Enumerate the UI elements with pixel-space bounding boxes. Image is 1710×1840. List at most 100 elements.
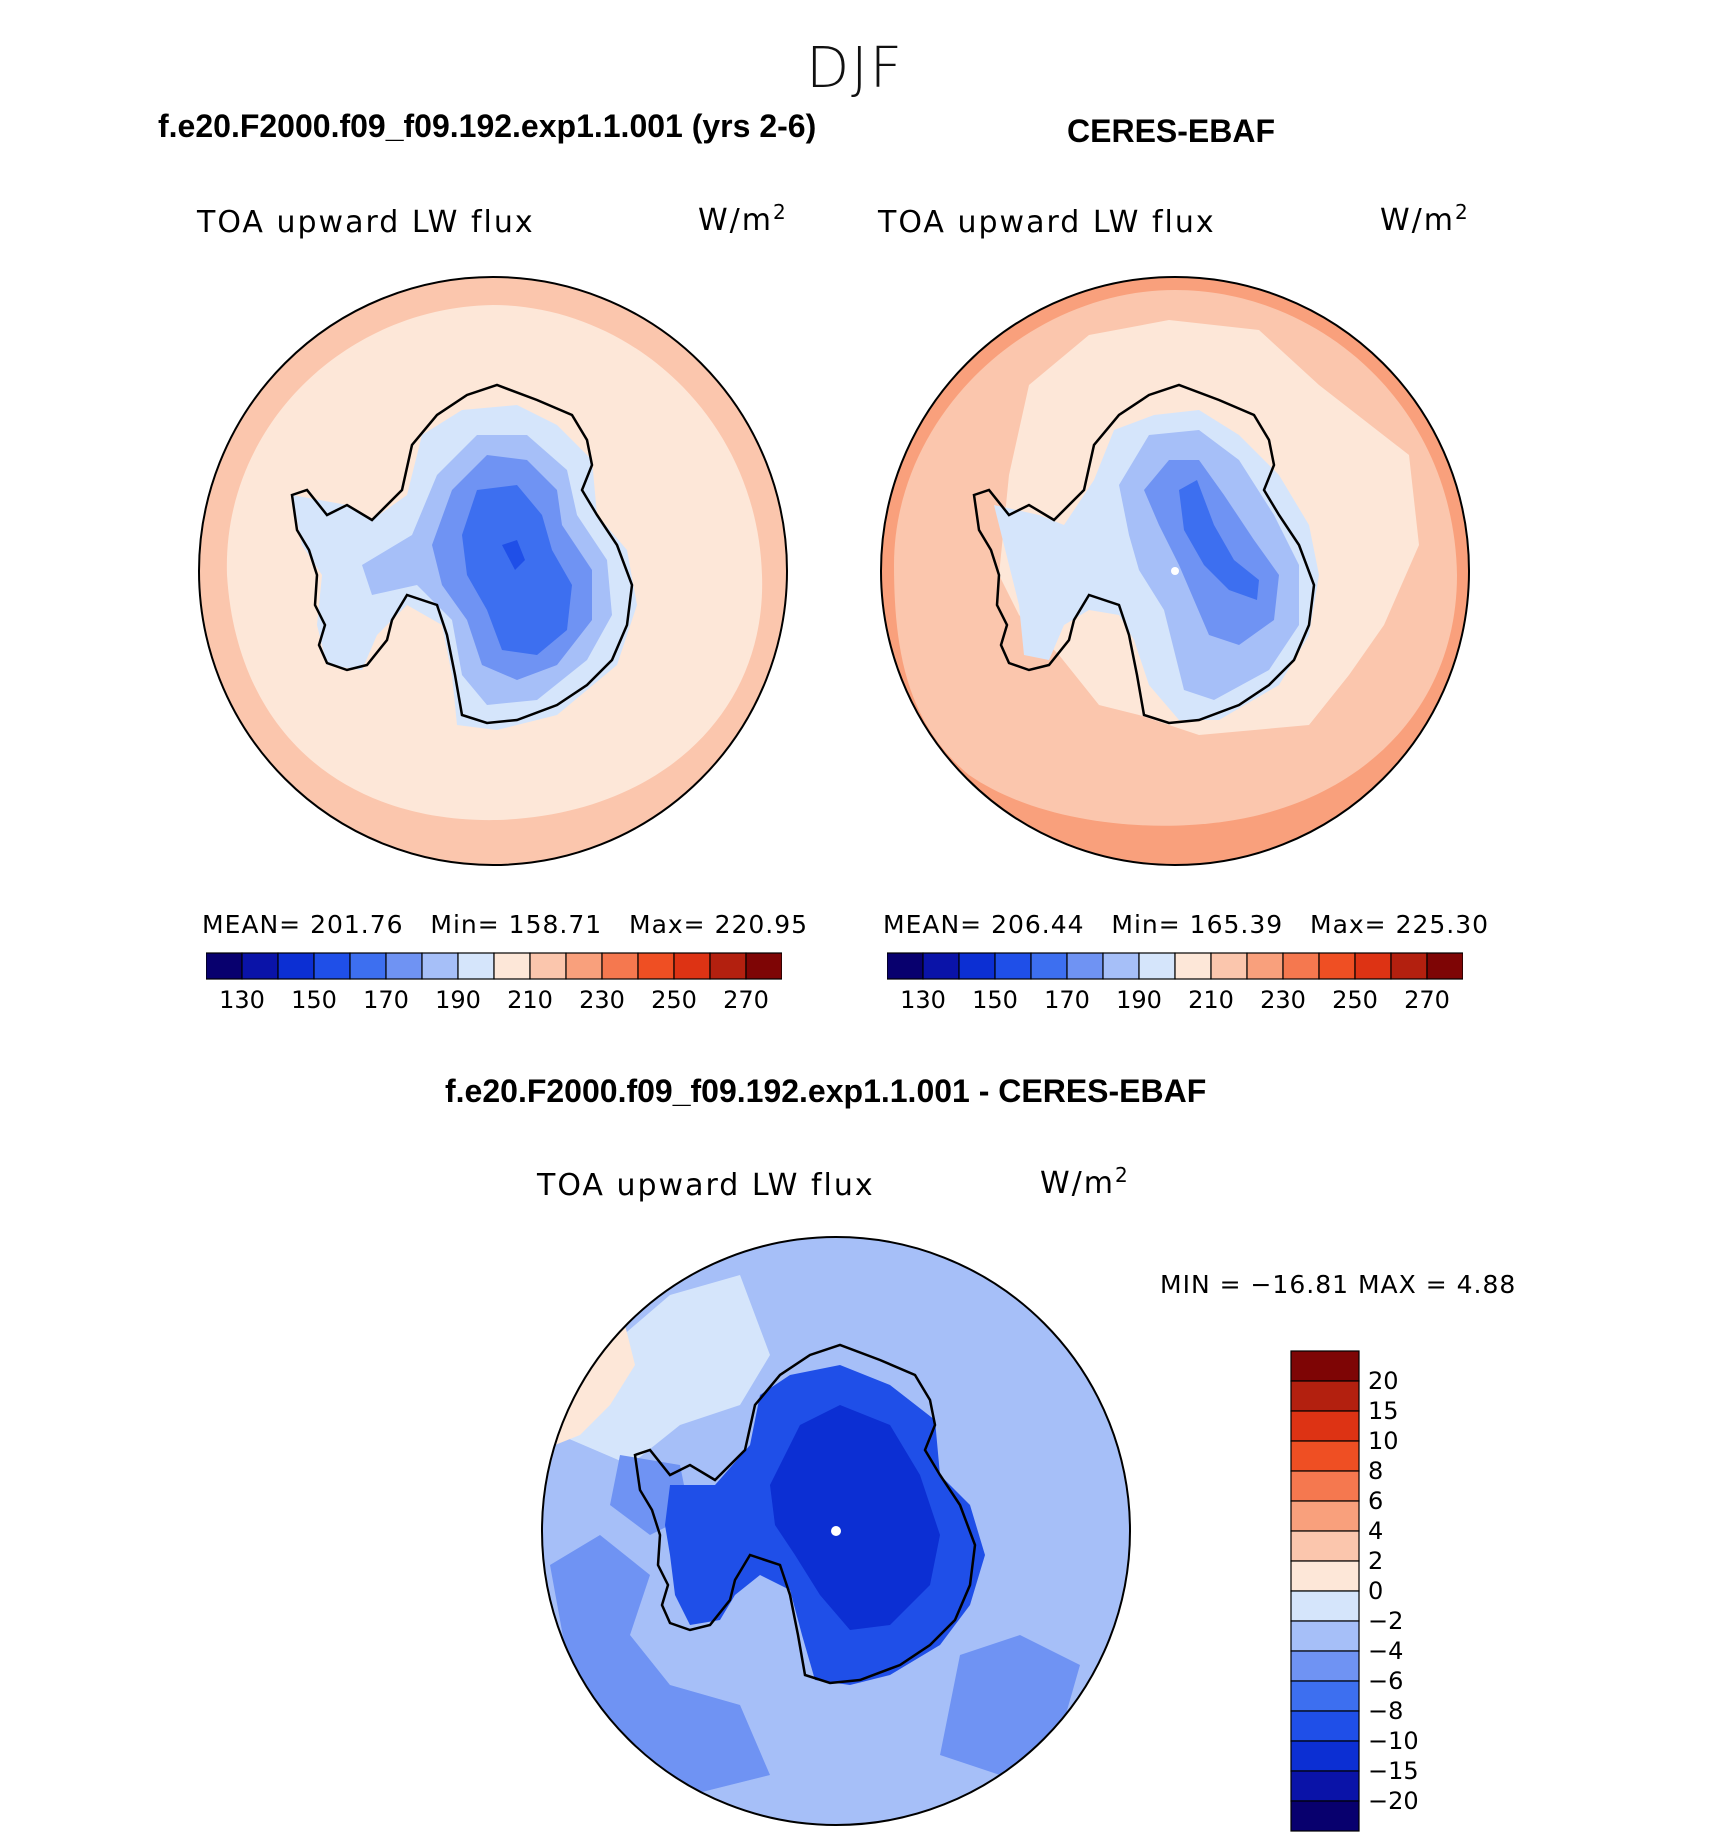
colorbar-1-box-6 [421, 952, 459, 980]
colorbar-1-box-10 [565, 952, 603, 980]
colorbar-3-box-7 [1290, 1560, 1360, 1592]
colorbar-3-box-6 [1290, 1530, 1360, 1562]
colorbar-2-tick-0: 130 [900, 986, 946, 1014]
season-title: DJF [806, 36, 904, 101]
colorbar-3-tick-9: −4 [1368, 1637, 1403, 1665]
colorbar-2-tick-5: 230 [1260, 986, 1306, 1014]
colorbar-2-box-6 [1102, 952, 1140, 980]
panel-3-contour-ice-core [770, 1405, 940, 1630]
colorbar-2-box-3 [994, 952, 1032, 980]
panel-1-units: W/m2 [698, 200, 788, 238]
colorbar-3-tick-10: −6 [1368, 1667, 1403, 1695]
colorbar-3-box-4 [1290, 1470, 1360, 1502]
panel-1-map-border [198, 276, 788, 866]
colorbar-1-box-1 [241, 952, 279, 980]
panel-2-map-border [880, 276, 1470, 866]
colorbar-3-tick-13: −15 [1368, 1757, 1419, 1785]
panel-3-contour-pale-nw [560, 1275, 770, 1465]
colorbar-3-tick-14: −20 [1368, 1787, 1419, 1815]
panel-3-contour-warm-nw [555, 1325, 635, 1445]
panel-3-field [542, 1237, 1130, 1825]
colorbar-3-tick-1: 15 [1368, 1397, 1399, 1425]
colorbar-2-box-0 [887, 952, 924, 980]
colorbar-2-tick-1: 150 [972, 986, 1018, 1014]
colorbar-1-tick-5: 230 [579, 986, 625, 1014]
panel-2-stats: MEAN= 206.44 Min= 165.39 Max= 225.30 [883, 910, 1490, 939]
colorbar-2-box-8 [1174, 952, 1212, 980]
colorbar-2-tick-7: 270 [1404, 986, 1450, 1014]
colorbar-3-tick-8: −2 [1368, 1607, 1403, 1635]
colorbar-2-box-15 [1426, 952, 1463, 980]
panel-3-antarctica-coastline [633, 1343, 977, 1685]
panel-2-pole-marker [1171, 567, 1179, 575]
colorbar-1-box-13 [673, 952, 711, 980]
colorbar-3-tick-4: 6 [1368, 1487, 1383, 1515]
panel-2-map [880, 276, 1470, 866]
colorbar-2-box-7 [1138, 952, 1176, 980]
colorbar-1-box-14 [709, 952, 747, 980]
colorbar-1-box-0 [206, 952, 243, 980]
panel-1-contour-min [502, 540, 525, 570]
colorbar-3-box-0 [1290, 1350, 1360, 1382]
panel-1-map [198, 276, 788, 866]
colorbar-2-box-12 [1318, 952, 1356, 980]
colorbar-1-box-3 [313, 952, 351, 980]
colorbar-2-tick-2: 170 [1044, 986, 1090, 1014]
colorbar-3-box-8 [1290, 1590, 1360, 1622]
panel-1-contour-l3 [462, 485, 572, 655]
colorbar-2-box-1 [922, 952, 960, 980]
colorbar-3-tick-7: 0 [1368, 1577, 1383, 1605]
colorbar-3-box-13 [1290, 1740, 1360, 1772]
panel-2-antarctica-coastline [972, 383, 1316, 725]
panel-3-contour-dark-sw [550, 1535, 770, 1795]
panel-1-stats: MEAN= 201.76 Min= 158.71 Max= 220.95 [202, 910, 809, 939]
colorbar-2-box-11 [1282, 952, 1320, 980]
colorbar-1-tick-4: 210 [507, 986, 553, 1014]
colorbar-1-box-5 [385, 952, 423, 980]
panel-1-title: f.e20.F2000.f09_f09.192.exp1.1.001 (yrs … [158, 108, 817, 144]
colorbar-2-box-5 [1066, 952, 1104, 980]
colorbar-1-tick-0: 130 [219, 986, 265, 1014]
colorbar-1-tick-1: 150 [291, 986, 337, 1014]
colorbar-3-box-5 [1290, 1500, 1360, 1532]
colorbar-3-box-11 [1290, 1680, 1360, 1712]
colorbar-1-box-4 [349, 952, 387, 980]
colorbar-1-tick-6: 250 [651, 986, 697, 1014]
panel-3-map [541, 1236, 1131, 1826]
colorbar-2-tick-6: 250 [1332, 986, 1378, 1014]
colorbar-3-box-15 [1290, 1800, 1360, 1832]
colorbar-2-box-13 [1354, 952, 1392, 980]
panel-2-colorbar: 130 150 170 190 210 230 250 270 [887, 952, 1463, 1014]
colorbar-3-tick-0: 20 [1368, 1367, 1399, 1395]
colorbar-3-tick-12: −10 [1368, 1727, 1419, 1755]
colorbar-1-box-2 [277, 952, 315, 980]
panel-3-pole-marker [831, 1526, 841, 1536]
colorbar-3-tick-3: 8 [1368, 1457, 1383, 1485]
panel-3-variable: TOA upward LW flux [537, 1168, 875, 1203]
colorbar-1-box-11 [601, 952, 639, 980]
colorbar-1-tick-2: 170 [363, 986, 409, 1014]
panel-3-units: W/m2 [1040, 1163, 1130, 1201]
panel-2-contour-l3 [1179, 480, 1259, 600]
colorbar-3-box-3 [1290, 1440, 1360, 1472]
colorbar-2-box-9 [1210, 952, 1248, 980]
panel-2-field [881, 277, 1469, 865]
panel-2-units: W/m2 [1380, 200, 1470, 238]
colorbar-3-box-10 [1290, 1650, 1360, 1682]
colorbar-1-tick-3: 190 [435, 986, 481, 1014]
panel-3-map-border [541, 1236, 1131, 1826]
colorbar-1-box-8 [493, 952, 531, 980]
colorbar-3-box-1 [1290, 1380, 1360, 1412]
colorbar-2-tick-3: 190 [1116, 986, 1162, 1014]
colorbar-2-box-2 [958, 952, 996, 980]
panel-2-title: CERES-EBAF [1067, 113, 1276, 149]
colorbar-3-box-2 [1290, 1410, 1360, 1442]
panel-1-variable: TOA upward LW flux [197, 205, 535, 240]
colorbar-3-tick-2: 10 [1368, 1427, 1399, 1455]
panel-3-contour-dark-se [940, 1635, 1080, 1775]
colorbar-2-box-14 [1390, 952, 1428, 980]
panel-1-field [199, 277, 787, 865]
colorbar-1-box-15 [745, 952, 782, 980]
colorbar-3-box-14 [1290, 1770, 1360, 1802]
